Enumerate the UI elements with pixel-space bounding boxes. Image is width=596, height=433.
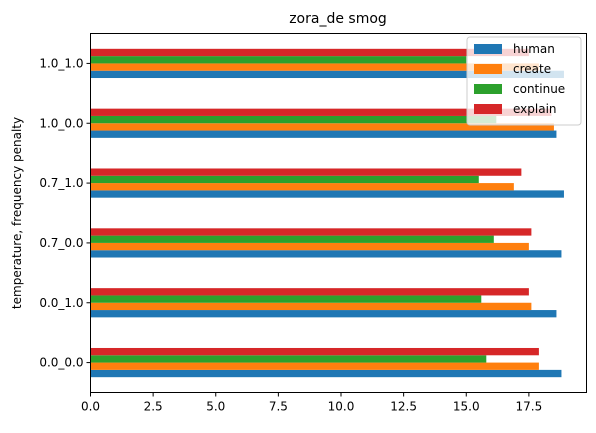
x-tick-label: 17.5 — [516, 400, 543, 414]
bar-explain-0.7_0.0 — [90, 228, 532, 236]
bar-human-0.0_0.0 — [90, 369, 562, 378]
bar-explain-1.0_1.0 — [90, 48, 529, 57]
x-tick-label: 7.5 — [269, 400, 288, 414]
legend-label-human: human — [513, 42, 555, 56]
bar-create-0.7_0.0 — [90, 242, 529, 251]
y-axis-label: temperature, frequency penalty — [10, 117, 24, 309]
bar-create-0.0_1.0 — [90, 302, 532, 311]
bar-continue-1.0_0.0 — [90, 115, 497, 124]
y-tick-label: 0.7_0.0 — [39, 236, 83, 250]
bar-continue-0.7_0.0 — [90, 235, 494, 243]
chart-title: zora_de smog — [289, 11, 387, 27]
bar-human-0.7_0.0 — [90, 250, 562, 258]
bar-create-0.0_0.0 — [90, 362, 539, 370]
y-axis-ticks: 0.0_0.0 0.0_1.0 0.7_0.0 0.7_1.0 1.0_0.0 1.0_1… — [39, 56, 91, 370]
x-tick-label: 10.0 — [328, 400, 355, 414]
legend-label-continue: continue — [513, 82, 565, 96]
bar-human-1.0_1.0 — [90, 70, 564, 79]
bar-human-1.0_0.0 — [90, 130, 557, 138]
bar-continue-1.0_1.0 — [90, 56, 467, 64]
legend-label-explain: explain — [513, 102, 557, 116]
y-tick-label: 0.0_1.0 — [39, 296, 83, 310]
legend: human create continue explain — [466, 36, 582, 126]
y-tick-label: 0.7_1.0 — [39, 176, 83, 190]
y-tick-label: 1.0_0.0 — [39, 116, 83, 130]
legend-box — [466, 36, 582, 126]
bar-explain-1.0_0.0 — [90, 108, 552, 116]
bar-explain-0.7_1.0 — [90, 168, 522, 176]
y-tick-label: 1.0_1.0 — [39, 56, 83, 70]
bar-create-1.0_1.0 — [90, 63, 539, 71]
x-tick-label: 15.0 — [453, 400, 480, 414]
legend-swatch-continue — [474, 84, 502, 94]
bar-explain-0.0_1.0 — [90, 288, 529, 296]
x-axis-ticks: 0.0 2.5 5.0 7.5 10.0 12.5 15.0 17.5 — [81, 392, 543, 414]
bar-continue-0.7_1.0 — [90, 175, 479, 184]
bars-layer — [90, 48, 564, 378]
legend-swatch-explain — [474, 104, 502, 114]
bar-create-1.0_0.0 — [90, 123, 554, 131]
bar-create-0.7_1.0 — [90, 183, 514, 191]
plot-frame — [90, 33, 587, 393]
x-tick-label: 5.0 — [206, 400, 225, 414]
legend-swatch-create — [474, 64, 502, 74]
x-tick-label: 12.5 — [390, 400, 417, 414]
y-tick-label: 0.0_0.0 — [39, 356, 83, 370]
legend-swatch-human — [474, 44, 502, 54]
bar-human-0.0_1.0 — [90, 310, 557, 318]
legend-label-create: create — [513, 62, 551, 76]
bar-explain-0.0_0.0 — [90, 347, 539, 356]
x-tick-label: 2.5 — [144, 400, 163, 414]
bar-continue-0.0_0.0 — [90, 355, 487, 363]
bar-human-0.7_1.0 — [90, 190, 564, 198]
x-tick-label: 0.0 — [81, 400, 100, 414]
bar-continue-0.0_1.0 — [90, 295, 482, 303]
